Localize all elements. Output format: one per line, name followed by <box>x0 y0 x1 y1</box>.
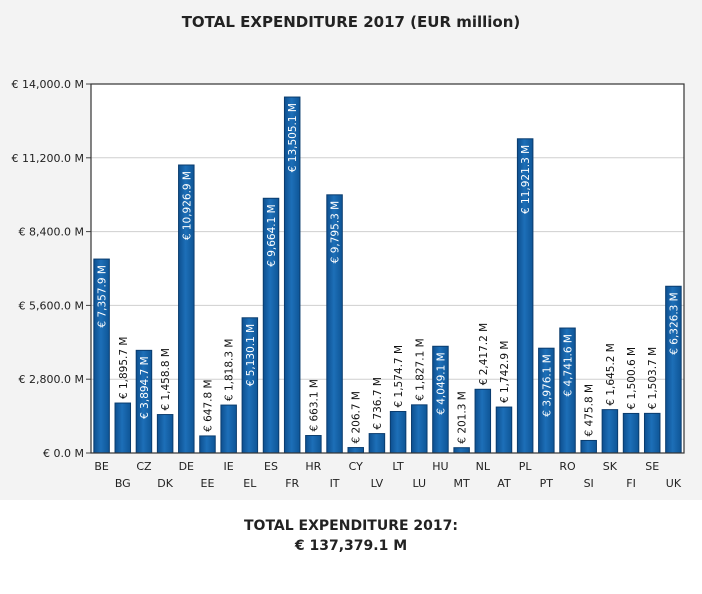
data-label: € 1,458.8 M <box>160 348 172 411</box>
data-label: € 206.7 M <box>351 391 363 443</box>
bar-hr[interactable] <box>305 435 322 454</box>
data-label: € 9,795.3 M <box>330 201 342 264</box>
x-tick-label: SE <box>645 460 659 473</box>
x-tick-label: LV <box>371 477 384 490</box>
bar-ie[interactable] <box>220 404 237 454</box>
x-tick-label: FR <box>285 477 299 490</box>
bar-si[interactable] <box>580 439 597 454</box>
data-label: € 201.3 M <box>457 391 469 443</box>
x-tick-label: EL <box>243 477 257 490</box>
bar-ee[interactable] <box>199 435 216 454</box>
bar-lu[interactable] <box>411 404 428 454</box>
x-tick-label: FI <box>626 477 636 490</box>
x-tick-label: EE <box>201 477 215 490</box>
data-label: € 6,326.3 M <box>668 292 680 355</box>
data-label: € 1,818.3 M <box>224 339 236 402</box>
y-tick-label: € 11,200.0 M <box>12 152 84 165</box>
x-tick-label: MT <box>454 477 470 490</box>
y-tick-label: € 5,600.0 M <box>19 299 84 312</box>
plot-frame <box>90 83 685 454</box>
x-tick-label: SI <box>584 477 594 490</box>
y-tick-label: € 8,400.0 M <box>19 226 84 239</box>
data-label: € 3,894.7 M <box>139 356 151 419</box>
data-label: € 10,926.9 M <box>181 171 193 240</box>
bar-chart: € 0.0 M € 2,800.0 M € 5,600.0 M € 8,400.0 M… <box>12 78 685 490</box>
data-label: € 1,503.7 M <box>647 347 659 410</box>
x-tick-label: AT <box>497 477 511 490</box>
x-tick-label: DE <box>179 460 194 473</box>
x-tick-label: PL <box>519 460 533 473</box>
x-tick-label: RO <box>559 460 576 473</box>
data-label: € 5,130.1 M <box>245 324 257 387</box>
data-label: € 11,921.3 M <box>520 145 532 214</box>
y-tick-label: € 0.0 M <box>43 447 84 460</box>
x-tick-label: ES <box>264 460 278 473</box>
data-label: € 647.8 M <box>202 379 214 431</box>
x-tick-label: BE <box>94 460 109 473</box>
x-tick-label: NL <box>476 460 491 473</box>
data-label: € 7,357.9 M <box>97 265 109 328</box>
total-expenditure-label: TOTAL EXPENDITURE 2017: <box>244 518 458 534</box>
x-tick-label: PT <box>540 477 554 490</box>
total-expenditure-value: € 137,379.1 M <box>294 538 408 554</box>
bar-lv[interactable] <box>368 433 386 454</box>
data-label: € 1,827.1 M <box>414 338 426 401</box>
data-label: € 2,417.2 M <box>478 323 490 386</box>
data-label: € 4,049.1 M <box>435 352 447 415</box>
bar-fi[interactable] <box>622 412 640 454</box>
bar-sk[interactable] <box>601 409 619 454</box>
data-label: € 9,664.1 M <box>266 204 278 266</box>
data-label: € 1,574.7 M <box>393 345 405 408</box>
data-label: € 4,741.6 M <box>563 334 575 397</box>
x-tick-label: CZ <box>136 460 152 473</box>
bar-se[interactable] <box>643 412 661 454</box>
bar-bg[interactable] <box>114 402 132 454</box>
bar-nl[interactable] <box>474 388 492 454</box>
bar-cy[interactable] <box>347 447 364 454</box>
x-tick-label: IT <box>330 477 340 490</box>
chart-title: TOTAL EXPENDITURE 2017 (EUR million) <box>181 13 521 31</box>
y-tick-label: € 14,000.0 M <box>12 78 84 91</box>
x-tick-label: DK <box>157 477 173 490</box>
data-label: € 736.7 M <box>372 377 384 429</box>
x-tick-label: LU <box>412 477 426 490</box>
bar-at[interactable] <box>495 406 513 454</box>
bar-mt[interactable] <box>453 447 470 454</box>
data-label: € 1,895.7 M <box>118 337 130 400</box>
data-label: € 13,505.1 M <box>287 103 299 172</box>
x-tick-label: SK <box>603 460 618 473</box>
data-label: € 1,500.6 M <box>626 347 638 410</box>
y-tick-label: € 2,800.0 M <box>19 373 84 386</box>
x-tick-label: BG <box>115 477 131 490</box>
x-tick-label: CY <box>349 460 363 473</box>
x-tick-label: UK <box>666 477 682 490</box>
bar-dk[interactable] <box>156 414 174 454</box>
x-tick-label: HR <box>305 460 321 473</box>
x-tick-label: HU <box>432 460 448 473</box>
bar-lt[interactable] <box>389 410 407 454</box>
data-label: € 1,742.9 M <box>499 341 511 404</box>
data-label: € 475.8 M <box>584 384 596 436</box>
x-tick-label: LT <box>392 460 404 473</box>
x-tick-label: IE <box>224 460 234 473</box>
data-label: € 3,976.1 M <box>541 354 553 417</box>
data-label: € 1,645.2 M <box>605 343 617 406</box>
data-label: € 663.1 M <box>308 379 320 431</box>
